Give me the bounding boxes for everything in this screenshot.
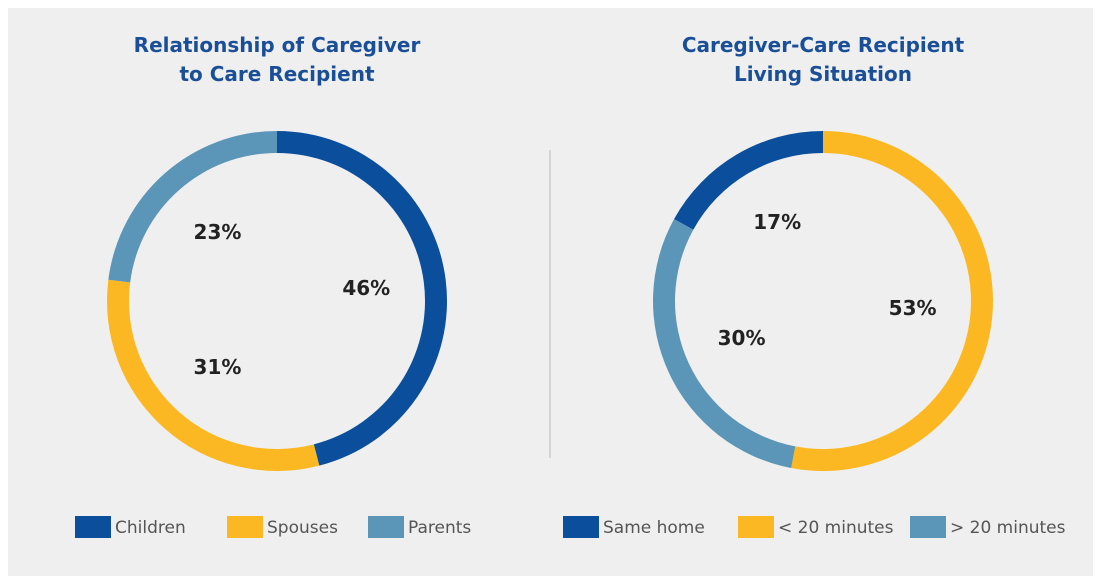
donut-slice	[107, 279, 320, 472]
legend-swatch	[738, 516, 774, 538]
data-label: 17%	[753, 210, 801, 234]
legend-swatch	[227, 516, 263, 538]
chart-title: Living Situation	[734, 62, 912, 86]
legend-swatch	[75, 516, 111, 538]
legend-label: Spouses	[267, 518, 338, 538]
data-label: 53%	[889, 296, 937, 320]
donut-slice	[674, 131, 823, 230]
chart-title: Caregiver-Care Recipient	[682, 33, 965, 57]
legend-label: < 20 minutes	[778, 518, 894, 538]
donut-slice	[277, 131, 448, 466]
legend-swatch	[368, 516, 404, 538]
legend-label: Children	[115, 518, 186, 538]
legend-label: > 20 minutes	[950, 518, 1066, 538]
chart-title: Relationship of Caregiver	[134, 33, 421, 57]
donut-slice	[108, 131, 277, 283]
chart-title: to Care Recipient	[179, 62, 374, 86]
donut-slice	[653, 219, 796, 468]
legend-label: Parents	[408, 518, 471, 538]
legend-swatch	[910, 516, 946, 538]
data-label: 23%	[194, 220, 242, 244]
legend-label: Same home	[603, 518, 705, 538]
legend-swatch	[563, 516, 599, 538]
data-label: 46%	[342, 276, 390, 300]
data-label: 30%	[718, 326, 766, 350]
data-label: 31%	[194, 355, 242, 379]
